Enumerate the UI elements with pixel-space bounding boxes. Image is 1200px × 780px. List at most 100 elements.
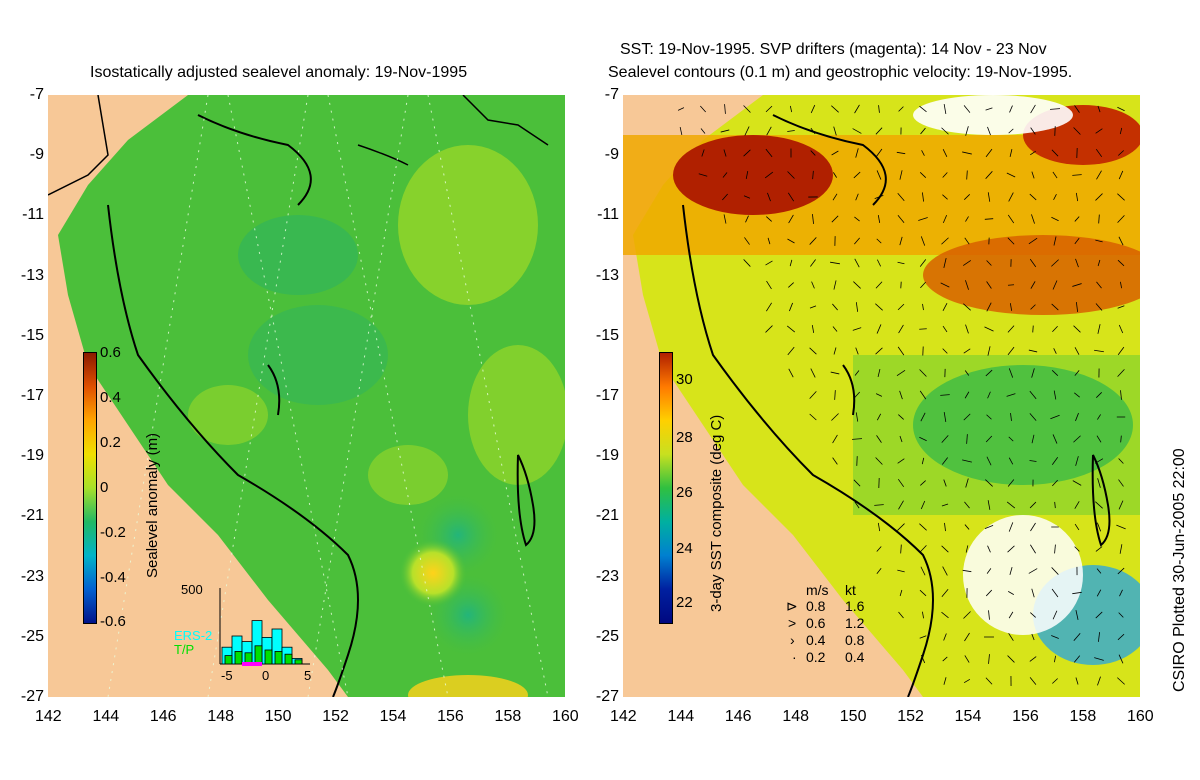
lat-tick-label: -17 xyxy=(595,387,619,404)
velocity-arrow xyxy=(1031,434,1035,444)
velocity-arrow xyxy=(1030,522,1036,532)
velocity-arrow xyxy=(963,105,971,113)
lat-tick-label: -25 xyxy=(20,627,44,645)
velocity-arrow xyxy=(1008,522,1014,532)
sealevel-colorbar-tick: 0.4 xyxy=(100,389,121,406)
velocity-arrow xyxy=(809,347,817,355)
velocity-arrow xyxy=(854,104,860,114)
velocity-arrow xyxy=(1118,500,1124,510)
sealevel-anomaly-map xyxy=(48,95,565,697)
velocity-arrow xyxy=(855,302,859,312)
velocity-arrow xyxy=(1031,633,1035,641)
velocity-arrow xyxy=(1009,105,1013,113)
velocity-arrow xyxy=(832,303,838,311)
lat-tick-label: -13 xyxy=(595,266,619,284)
lon-tick-label: 144 xyxy=(92,708,120,725)
lat-tick-label: -11 xyxy=(597,206,619,224)
velocity-arrow xyxy=(1029,677,1037,685)
lat-tick-label: -25 xyxy=(595,627,619,645)
velocity-arrow xyxy=(1029,413,1037,421)
velocity-arrow xyxy=(1074,392,1080,398)
lon-tick-label: 142 xyxy=(610,708,637,725)
velocity-arrow xyxy=(984,525,994,529)
velocity-arrow xyxy=(942,194,948,200)
velocity-arrow xyxy=(1051,567,1059,575)
velocity-legend-header-kt: kt xyxy=(845,582,856,598)
sealevel-colorbar xyxy=(83,352,97,624)
velocity-arrow xyxy=(1007,479,1015,487)
sealevel-colorbar-tick: -0.2 xyxy=(100,524,126,541)
velocity-arrow xyxy=(897,478,905,488)
velocity-arrow xyxy=(1097,324,1101,334)
lon-tick-label: 142 xyxy=(35,708,62,725)
velocity-arrow xyxy=(942,656,948,662)
velocity-arrow xyxy=(897,458,905,464)
velocity-arrow xyxy=(788,368,794,378)
velocity-arrow xyxy=(1116,524,1126,530)
velocity-legend-ms: 0.8 xyxy=(806,598,826,614)
velocity-arrow xyxy=(1008,611,1014,619)
lat-tick-label: -21 xyxy=(595,507,619,525)
sst-colorbar-tick: 24 xyxy=(676,540,693,557)
velocity-arrow xyxy=(1049,108,1061,110)
velocity-arrow xyxy=(1096,568,1102,574)
velocity-arrow xyxy=(1030,127,1036,135)
velocity-arrow xyxy=(897,303,905,311)
velocity-arrow xyxy=(1094,657,1104,661)
sst-colorbar-tick: 30 xyxy=(676,371,693,388)
sealevel-colorbar-label: Sealevel anomaly (m) xyxy=(144,432,161,578)
velocity-legend-ms: 0.4 xyxy=(806,632,826,648)
velocity-arrow xyxy=(787,130,795,132)
velocity-arrow xyxy=(1051,259,1059,267)
velocity-arrow xyxy=(1075,456,1079,466)
velocity-arrow xyxy=(788,282,794,288)
velocity-arrow xyxy=(722,172,728,178)
velocity-arrow xyxy=(987,346,991,356)
velocity-arrow xyxy=(1118,479,1124,487)
sst-colorbar-label: 3-day SST composite (deg C) xyxy=(708,414,725,612)
velocity-arrow xyxy=(1032,325,1034,333)
velocity-arrow xyxy=(921,192,925,202)
velocity-arrow xyxy=(985,589,993,597)
lat-tick-label: -7 xyxy=(604,86,619,103)
velocity-arrow xyxy=(897,346,905,356)
velocity-arrow xyxy=(899,435,903,443)
velocity-arrow xyxy=(898,611,904,619)
velocity-arrow xyxy=(1118,458,1124,464)
velocity-arrow xyxy=(965,478,969,488)
velocity-arrow xyxy=(941,503,949,507)
velocity-arrow xyxy=(1098,214,1100,224)
velocity-arrow xyxy=(1052,434,1058,444)
velocity-arrow xyxy=(874,194,884,200)
velocity-arrow xyxy=(897,192,905,202)
velocity-arrow xyxy=(899,170,903,180)
velocity-arrow xyxy=(943,677,947,685)
histogram-bar-tp xyxy=(284,653,293,665)
velocity-arrow xyxy=(942,172,948,178)
velocity-arrow xyxy=(1074,347,1080,355)
velocity-arrow xyxy=(941,127,949,135)
velocity-arrow xyxy=(1075,258,1079,268)
velocity-arrow xyxy=(1007,545,1015,553)
velocity-arrow xyxy=(1096,589,1102,597)
sst-colorbar-tick: 26 xyxy=(676,484,693,501)
velocity-arrow xyxy=(855,347,859,355)
velocity-arrow xyxy=(942,149,948,157)
velocity-arrow xyxy=(832,434,838,444)
velocity-arrow xyxy=(679,126,683,136)
lon-tick-label: 158 xyxy=(1069,708,1097,725)
velocity-arrow xyxy=(1031,368,1035,378)
velocity-arrow xyxy=(876,324,882,334)
velocity-arrow xyxy=(898,500,904,510)
velocity-arrow xyxy=(1073,435,1081,443)
velocity-arrow xyxy=(789,105,793,113)
velocity-arrow xyxy=(854,258,860,268)
velocity-arrow xyxy=(1117,677,1125,685)
velocity-arrow xyxy=(787,171,795,179)
sst-colorbar-tick: 28 xyxy=(676,429,693,446)
velocity-arrow xyxy=(963,348,971,354)
velocity-arrow xyxy=(831,413,839,421)
lon-tick-label: 152 xyxy=(897,708,924,725)
velocity-arrow xyxy=(876,567,882,575)
velocity-arrow xyxy=(965,216,969,222)
